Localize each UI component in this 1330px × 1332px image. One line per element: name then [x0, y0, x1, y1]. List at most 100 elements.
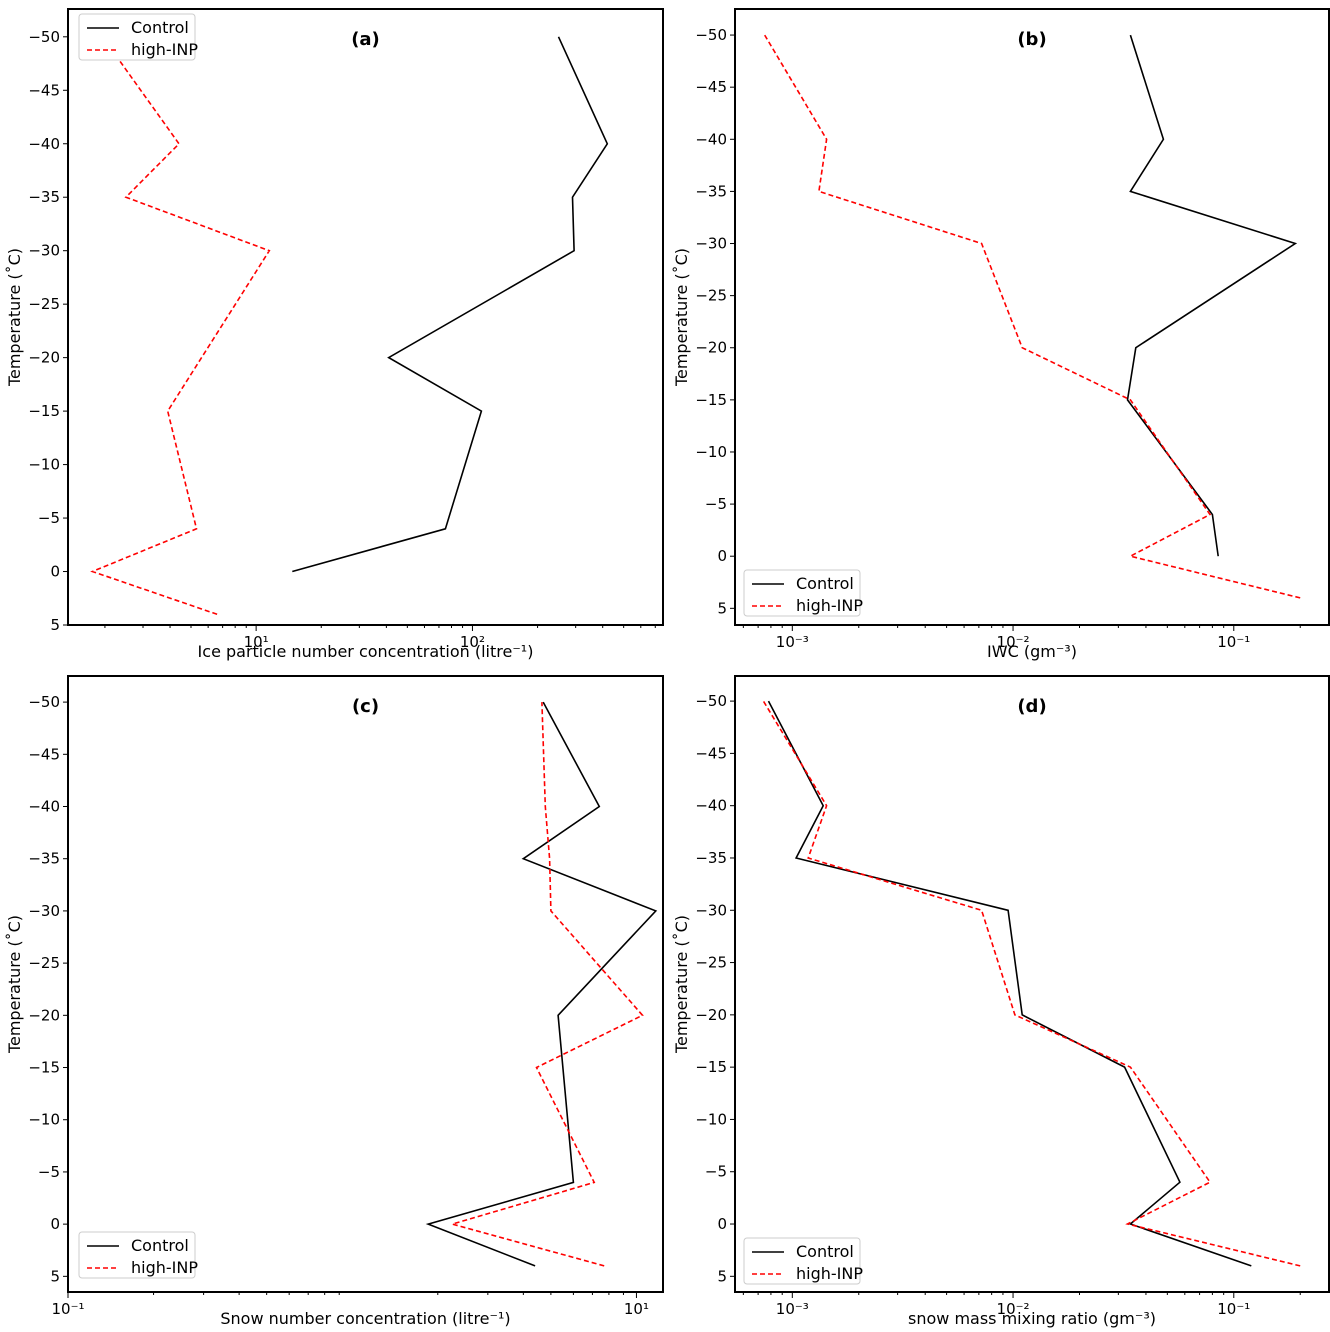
y-tick-label: −15 [695, 1058, 727, 1076]
y-tick-label: −25 [695, 287, 727, 305]
y-tick-label: 0 [717, 1215, 727, 1233]
x-tick-label: 10⁻² [997, 1300, 1030, 1318]
y-tick-label: −30 [695, 901, 727, 919]
y-tick-label: −30 [695, 235, 727, 253]
y-tick-label: −40 [28, 135, 60, 153]
legend: Control high-INP [743, 1237, 863, 1285]
y-tick-label: −35 [695, 849, 727, 867]
y-tick-label: −10 [695, 1110, 727, 1128]
y-tick-label: −20 [695, 1006, 727, 1024]
y-tick-label: −5 [705, 1163, 727, 1181]
plot-frame [734, 675, 1330, 1293]
plot-frame [67, 675, 664, 1293]
y-tick-label: −5 [705, 495, 727, 513]
legend-entry: Control [131, 18, 189, 37]
y-tick-label: −5 [38, 509, 60, 527]
series-line-high-inp [90, 36, 271, 616]
x-tick-label: 10⁻¹ [1217, 633, 1250, 651]
y-tick-label: −5 [38, 1163, 60, 1181]
y-tick-label: −30 [28, 902, 60, 920]
plot-frame [67, 8, 664, 626]
series-line-control [1126, 34, 1298, 557]
y-tick-label: −50 [28, 28, 60, 46]
x-axis-label: Snow number concentration (litre⁻¹) [220, 1309, 510, 1328]
y-tick-label: −15 [28, 402, 60, 420]
y-tick-label: 0 [717, 547, 727, 565]
legend-entry: high-INP [796, 596, 863, 615]
y-axis-label: Temperature (˚C) [672, 915, 691, 1054]
legend: Control high-INP [78, 1231, 198, 1279]
x-tick-label: 10⁻² [997, 633, 1030, 651]
y-tick-label: −35 [28, 850, 60, 868]
legend-entry: high-INP [796, 1264, 863, 1283]
legend-box [78, 13, 196, 61]
y-tick-label: −25 [695, 954, 727, 972]
x-axis-label: Ice particle number concentration (litre… [198, 642, 534, 661]
y-tick-label: −10 [28, 456, 60, 474]
y-tick-label: −45 [28, 81, 60, 99]
y-tick-label: 0 [50, 563, 60, 581]
y-tick-label: −40 [695, 130, 727, 148]
y-tick-label: −50 [695, 26, 727, 44]
y-tick-label: −20 [28, 349, 60, 367]
x-tick-label: 10⁻¹ [51, 1300, 84, 1318]
y-axis-label: Temperature (˚C) [5, 248, 24, 387]
legend-entry: Control [796, 574, 854, 593]
series-line-control [767, 700, 1252, 1267]
y-tick-label: −25 [28, 295, 60, 313]
y-tick-label: −35 [695, 182, 727, 200]
y-tick-label: −40 [28, 798, 60, 816]
y-axis-label: Temperature (˚C) [672, 248, 691, 387]
legend-entry: high-INP [131, 1258, 198, 1277]
y-tick-label: −20 [28, 1006, 60, 1024]
y-tick-label: −45 [695, 78, 727, 96]
plot-frame [734, 8, 1330, 626]
x-axis-label: snow mass mixing ratio (gm⁻³) [908, 1309, 1156, 1328]
panel-label: (b) [1017, 29, 1046, 50]
legend-entry: Control [796, 1242, 854, 1261]
legend-box [78, 1231, 196, 1279]
y-tick-label: −15 [695, 391, 727, 409]
x-tick-label: 10² [460, 633, 485, 651]
y-tick-label: −45 [28, 745, 60, 763]
y-tick-label: −10 [28, 1111, 60, 1129]
series-line-control [292, 36, 609, 573]
panel-label: (d) [1017, 696, 1046, 717]
y-tick-label: 5 [717, 1267, 727, 1285]
y-tick-label: 5 [717, 599, 727, 617]
y-tick-label: −10 [695, 443, 727, 461]
y-tick-label: 0 [50, 1215, 60, 1233]
y-axis-label: Temperature (˚C) [5, 915, 24, 1054]
x-tick-label: 10⁻¹ [1217, 1300, 1250, 1318]
y-tick-label: −50 [695, 692, 727, 710]
series-line-high-inp [764, 34, 1301, 599]
y-tick-label: −40 [695, 797, 727, 815]
y-tick-label: 5 [50, 616, 60, 634]
y-tick-label: −50 [28, 693, 60, 711]
panel-label: (a) [351, 29, 380, 50]
legend-entry: high-INP [131, 40, 198, 59]
legend-box [743, 1237, 861, 1285]
y-tick-label: −30 [28, 242, 60, 260]
y-tick-label: 5 [50, 1267, 60, 1285]
x-tick-label: 10¹ [624, 1300, 649, 1318]
y-tick-label: −35 [28, 188, 60, 206]
y-tick-label: −25 [28, 954, 60, 972]
x-tick-label: 10⁻³ [776, 1300, 809, 1318]
series-line-high-inp [449, 702, 644, 1267]
series-line-high-inp [762, 700, 1301, 1267]
legend: Control high-INP [743, 569, 863, 617]
y-tick-label: −15 [28, 1059, 60, 1077]
x-axis-label: IWC (gm⁻³) [987, 642, 1077, 661]
legend-entry: Control [131, 1236, 189, 1255]
x-tick-label: 10⁻³ [776, 633, 809, 651]
y-tick-label: −20 [695, 339, 727, 357]
y-tick-label: −45 [695, 744, 727, 762]
x-tick-label: 10¹ [244, 633, 269, 651]
legend: Control high-INP [78, 13, 198, 61]
